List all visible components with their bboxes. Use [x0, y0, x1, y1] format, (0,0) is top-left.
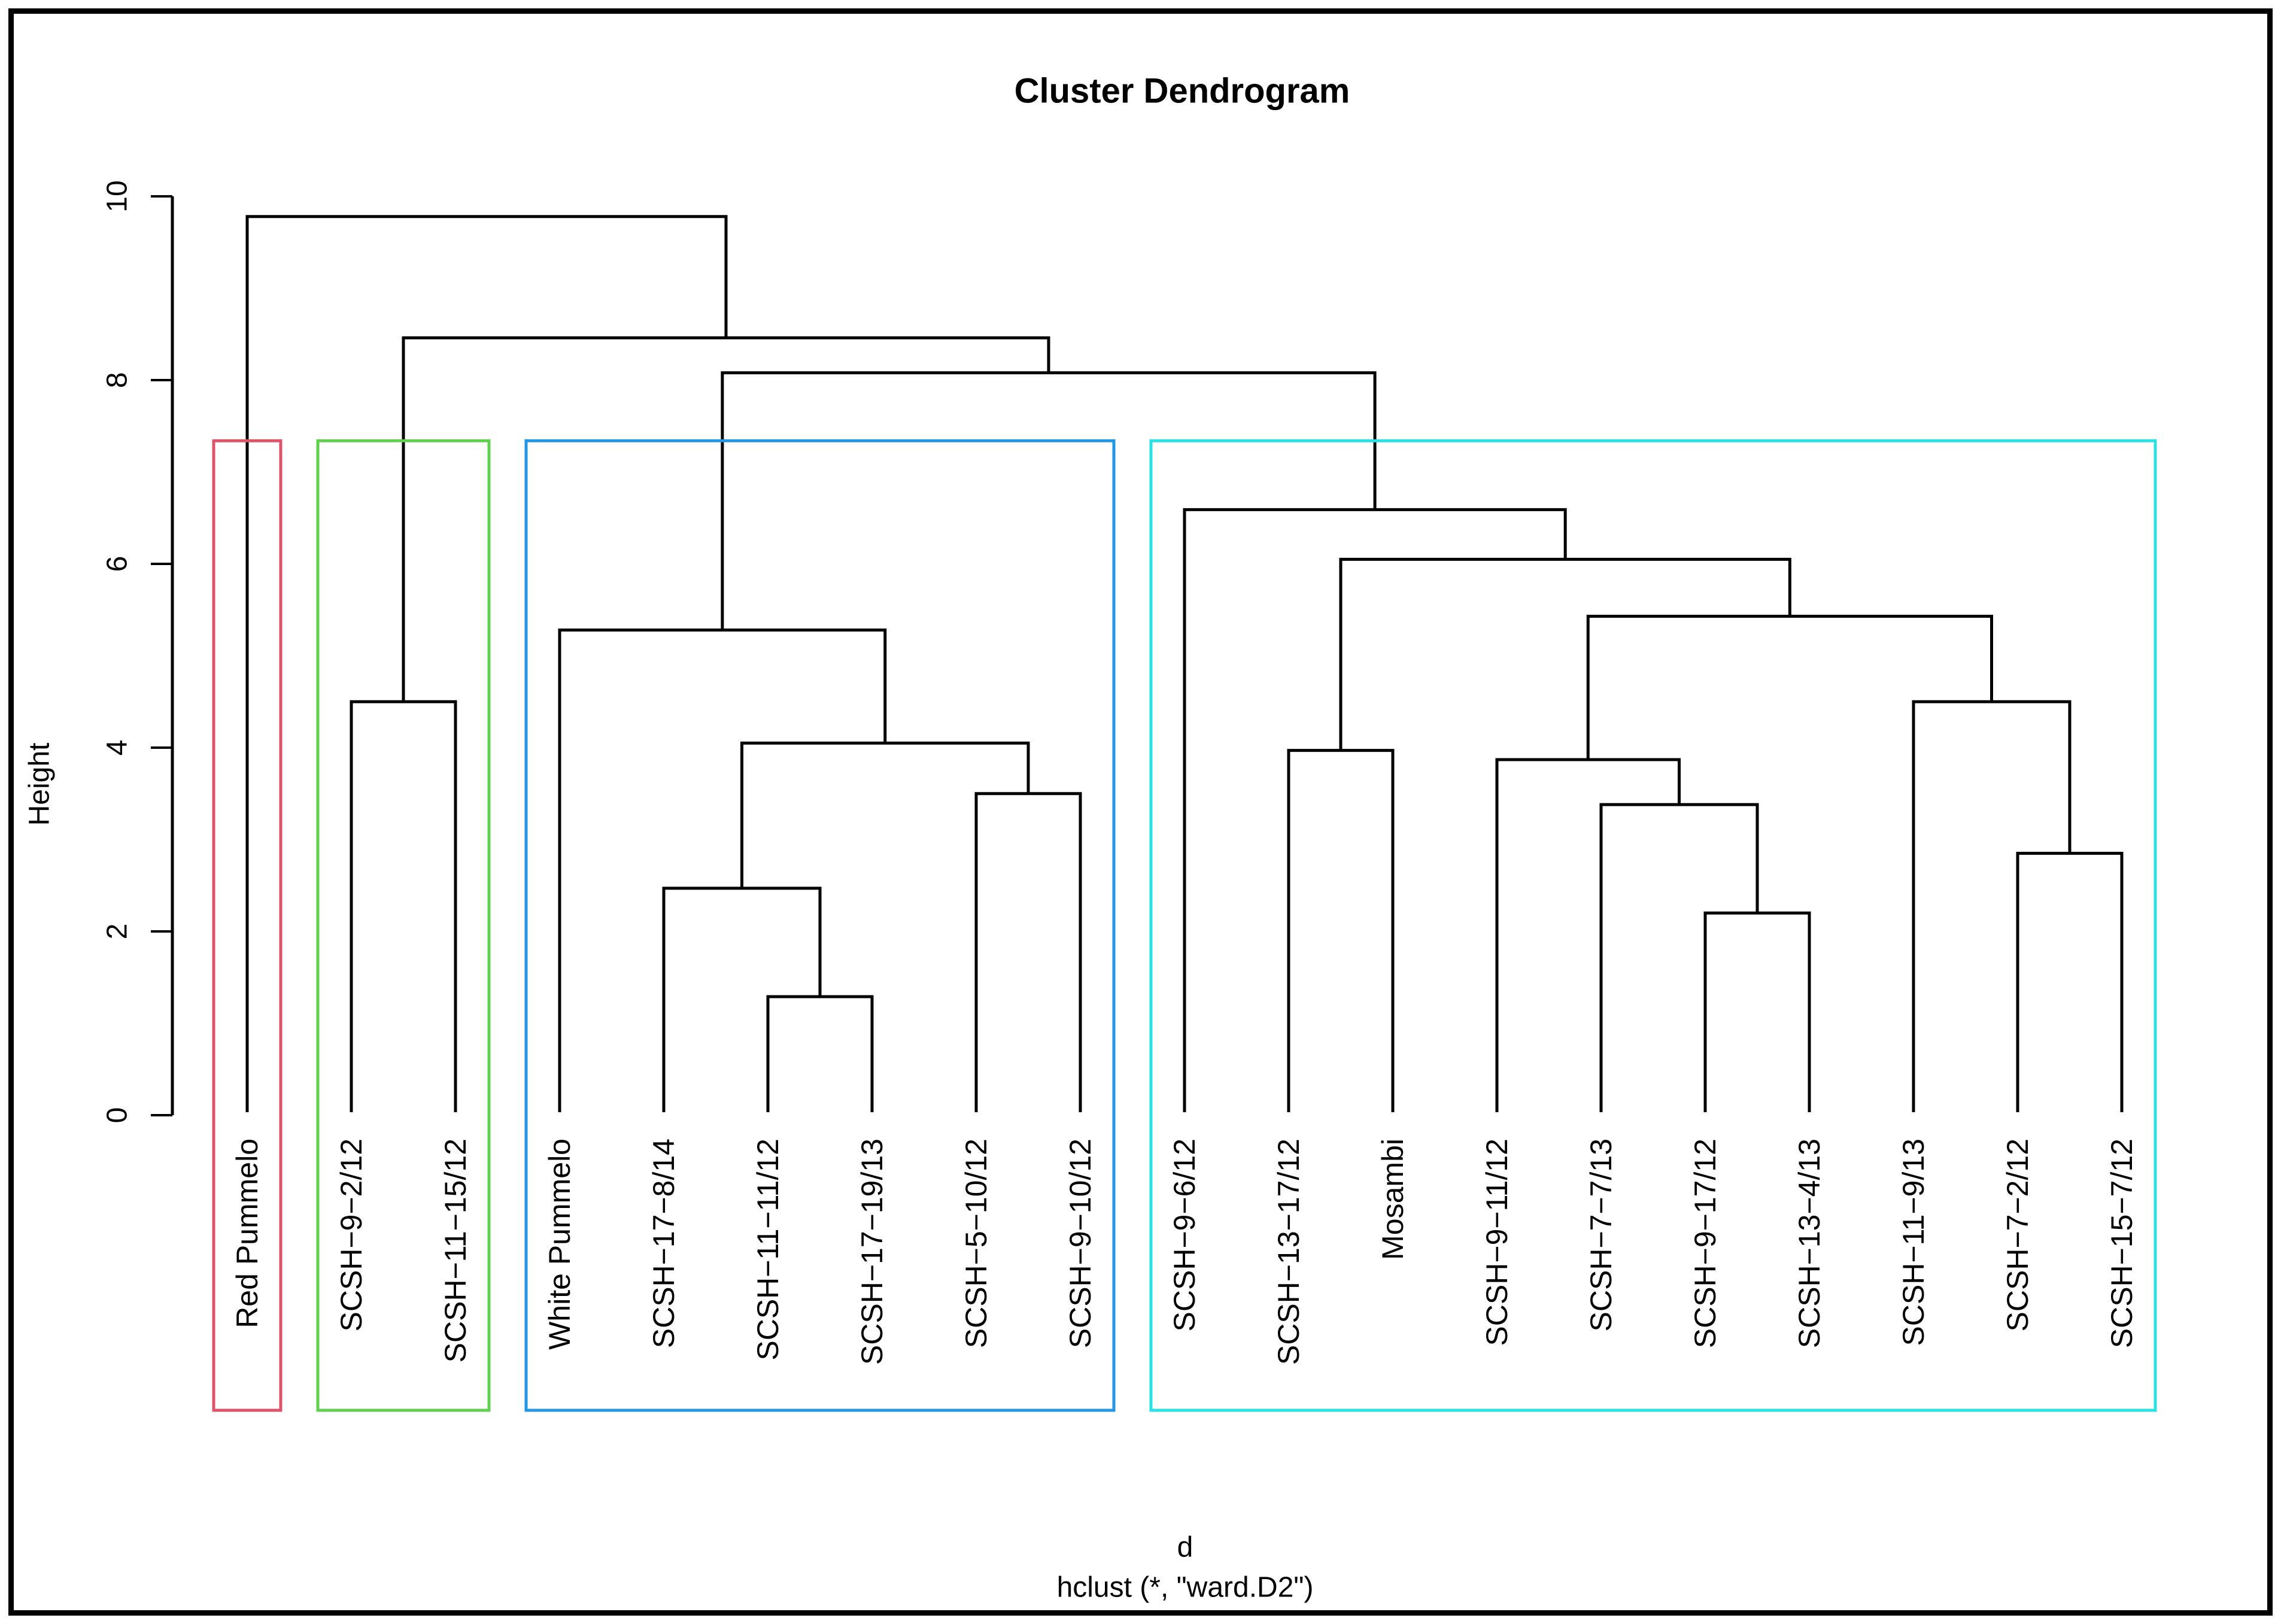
leaf-label-scsh-9-17-12: SCSH−9−17/12 [1688, 1139, 1722, 1348]
leaf-label-scsh-9-11-12: SCSH−9−11/12 [1480, 1139, 1514, 1346]
y-axis-tick-label-0: 0 [102, 1107, 133, 1124]
cluster-box-cluster-1 [212, 439, 283, 1412]
leaf-label-scsh-9-2-12: SCSH−9−2/12 [335, 1139, 368, 1331]
leaf-label-scsh-9-6-12: SCSH−9−6/12 [1168, 1139, 1201, 1331]
leaf-label-scsh-7-7-13: SCSH−7−7/13 [1584, 1139, 1618, 1331]
leaf-label-scsh-11-15-12: SCSH−11−15/12 [439, 1139, 472, 1362]
dendrogram-link-m18 [245, 215, 728, 1112]
y-axis-tick-label-2: 2 [102, 924, 133, 940]
x-axis-caption-method: hclust (*, "ward.D2") [1056, 1571, 1314, 1604]
leaf-label-scsh-15-7-12: SCSH−15−7/12 [2105, 1139, 2139, 1348]
leaf-label-scsh-11-9-13: SCSH−11−9/13 [1897, 1139, 1930, 1346]
leaf-label-scsh-11-11-12: SCSH−11−11/12 [751, 1139, 785, 1361]
leaf-label-scsh-17-19-13: SCSH−17−19/13 [855, 1139, 889, 1365]
figure-border [8, 8, 2273, 1616]
leaf-label-red-pummelo: Red Pummelo [230, 1139, 264, 1328]
leaf-label-scsh-5-10-12: SCSH−5−10/12 [959, 1139, 993, 1348]
dendrogram-link-m11 [2016, 852, 2124, 1112]
cluster-box-cluster-3 [524, 439, 1116, 1412]
cluster-box-cluster-2 [316, 439, 491, 1412]
leaf-label-mosambi: Mosambi [1376, 1139, 1410, 1260]
leaf-label-scsh-13-4-13: SCSH−13−4/13 [1793, 1139, 1826, 1348]
y-axis-tick-label-6: 6 [102, 556, 133, 572]
y-axis-tick-label-10: 10 [102, 180, 133, 212]
y-axis-tick-label-4: 4 [102, 740, 133, 756]
leaf-label-scsh-13-17-12: SCSH−13−17/12 [1272, 1139, 1305, 1365]
x-axis-caption-variable: d [1177, 1531, 1193, 1564]
leaf-label-scsh-7-2-12: SCSH−7−2/12 [2001, 1139, 2034, 1331]
y-axis-tick-label-8: 8 [102, 372, 133, 388]
leaf-label-scsh-17-8-14: SCSH−17−8/14 [647, 1139, 681, 1348]
cluster-box-cluster-4 [1149, 439, 2157, 1412]
leaf-label-white-pummelo: White Pummelo [543, 1139, 576, 1350]
chart-title: Cluster Dendrogram [1014, 71, 1350, 111]
leaf-label-scsh-9-10-12: SCSH−9−10/12 [1064, 1139, 1097, 1348]
